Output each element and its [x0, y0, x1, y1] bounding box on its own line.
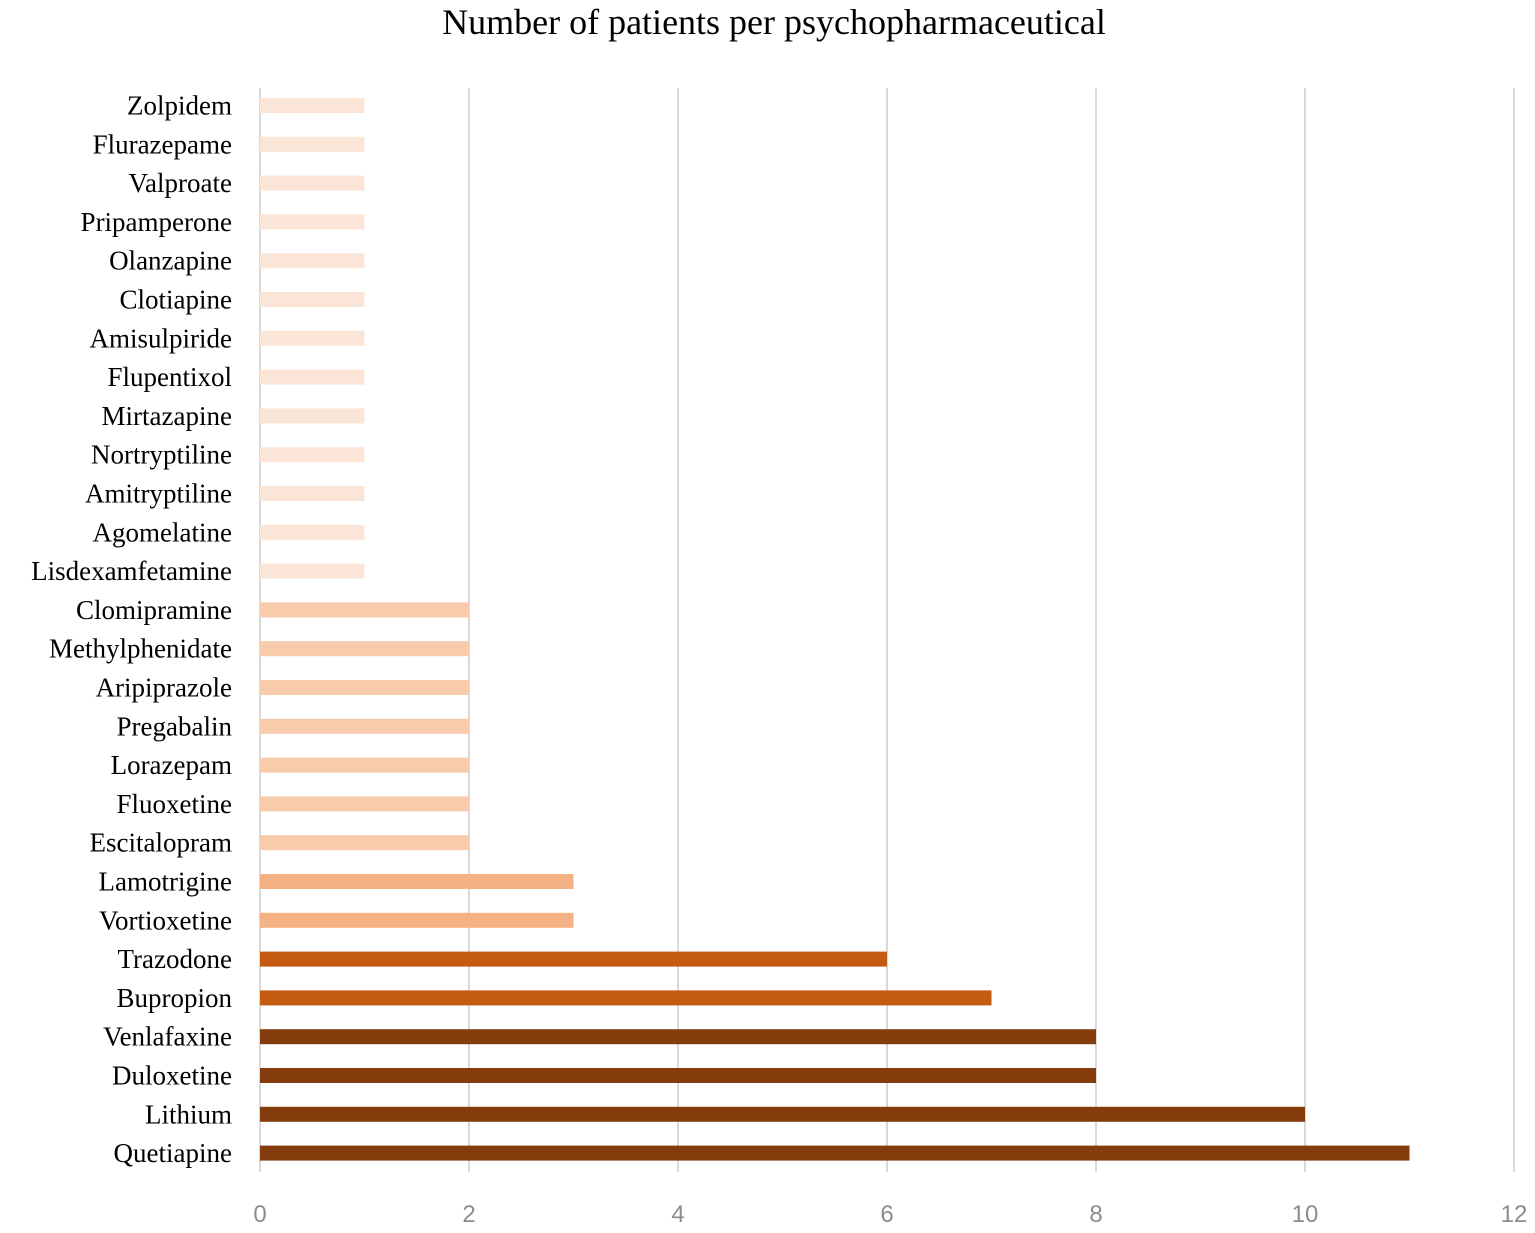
chart-title: Number of patients per psychopharmaceuti… [442, 2, 1106, 42]
x-tick-label: 4 [671, 1201, 684, 1228]
bar [260, 214, 365, 230]
bar [260, 486, 365, 501]
category-label: Amitryptiline [85, 479, 232, 509]
x-tick-label: 8 [1089, 1201, 1102, 1228]
x-tick-label: 6 [880, 1201, 893, 1228]
category-label: Lisdexamfetamine [31, 556, 232, 586]
bar [260, 1145, 1410, 1161]
category-labels: Zolpidem Flurazepame Valproate Pripamperone… [31, 91, 232, 1169]
category-label: Zolpidem [127, 91, 232, 121]
bar [260, 757, 469, 773]
category-label: Aripiprazole [96, 673, 232, 703]
bar [260, 718, 469, 734]
bar [260, 253, 365, 269]
category-label: Mirtazapine [102, 401, 232, 431]
bar [260, 1106, 1305, 1122]
bar [260, 1068, 1096, 1083]
category-label: Quetiapine [114, 1138, 232, 1168]
x-tick-label: 10 [1292, 1201, 1319, 1228]
bar [260, 563, 365, 579]
category-label: Methylphenidate [49, 634, 232, 664]
bar [260, 408, 365, 424]
bar [260, 990, 992, 1006]
category-label: Valproate [129, 168, 232, 198]
x-tick-label: 2 [462, 1201, 475, 1228]
bar [260, 447, 365, 463]
category-label: Escitalopram [90, 828, 232, 858]
bar [260, 796, 469, 812]
bar [260, 369, 365, 385]
bar [260, 175, 365, 191]
category-label: Trazodone [118, 944, 233, 974]
category-label: Duloxetine [112, 1061, 232, 1091]
category-label: Vortioxetine [99, 905, 232, 935]
bar [260, 912, 574, 928]
bar [260, 292, 365, 307]
gridlines [259, 88, 1515, 1172]
bar [260, 680, 469, 695]
bar [260, 835, 469, 851]
category-label: Bupropion [116, 983, 232, 1013]
category-label: Pripamperone [81, 207, 232, 237]
category-label: Lithium [145, 1099, 232, 1129]
category-label: Flupentixol [107, 362, 232, 392]
bar [260, 98, 365, 113]
x-tick-label: 12 [1501, 1201, 1528, 1228]
category-label: Olanzapine [109, 246, 232, 276]
x-tick-label: 0 [253, 1201, 266, 1228]
category-label: Clotiapine [120, 285, 232, 315]
category-label: Fluoxetine [117, 789, 233, 819]
bar [260, 330, 365, 346]
bar [260, 524, 365, 540]
category-label: Lamotrigine [99, 867, 232, 897]
x-axis-ticks: 0 2 4 6 8 10 12 [253, 1201, 1527, 1228]
category-label: Nortryptiline [91, 440, 232, 470]
category-label: Amisulpiride [90, 323, 233, 353]
category-label: Venlafaxine [103, 1022, 232, 1052]
bar [260, 602, 469, 618]
bars [260, 98, 1410, 1161]
category-label: Flurazepame [93, 129, 232, 159]
bar [260, 136, 365, 152]
category-label: Pregabalin [117, 711, 233, 741]
bar [260, 951, 887, 967]
category-label: Clomipramine [76, 595, 232, 625]
category-label: Lorazepam [111, 750, 232, 780]
bar [260, 1029, 1096, 1045]
bar [260, 641, 469, 657]
category-label: Agomelatine [93, 517, 232, 547]
bar [260, 874, 574, 889]
